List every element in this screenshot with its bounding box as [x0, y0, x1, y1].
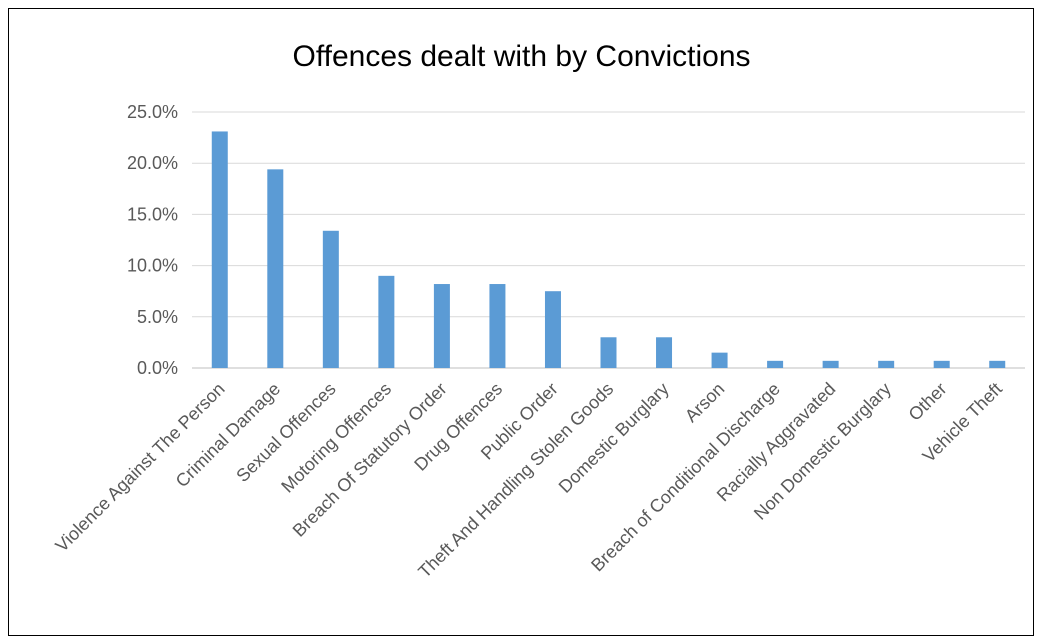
- bar: [933, 360, 950, 368]
- x-tick-label: Theft And Handling Stolen Goods: [414, 379, 617, 582]
- bar: [656, 337, 673, 368]
- y-tick-label: 15.0%: [127, 204, 178, 224]
- bar: [711, 352, 728, 368]
- bar: [767, 360, 784, 368]
- bar: [378, 275, 395, 368]
- y-tick-label: 10.0%: [127, 256, 178, 276]
- bar: [211, 131, 228, 368]
- x-tick-label: Arson: [681, 379, 728, 426]
- bar: [989, 360, 1006, 368]
- x-tick-label: Other: [905, 379, 951, 425]
- bar: [433, 284, 450, 368]
- y-tick-label: 25.0%: [127, 102, 178, 122]
- bar: [600, 337, 617, 368]
- chart-frame: [8, 8, 1034, 636]
- bar: [322, 230, 339, 368]
- bar: [489, 284, 506, 368]
- y-tick-label: 0.0%: [137, 358, 178, 378]
- chart-title: Offences dealt with by Convictions: [292, 40, 751, 73]
- y-tick-label: 5.0%: [137, 307, 178, 327]
- bar: [544, 291, 561, 368]
- x-tick-label: Domestic Burglary: [555, 379, 673, 497]
- x-tick-label: Criminal Damage: [172, 379, 284, 491]
- bar: [878, 360, 895, 368]
- y-tick-label: 20.0%: [127, 153, 178, 173]
- bar: [822, 360, 839, 368]
- x-tick-label: Sexual Offences: [232, 379, 339, 486]
- bar: [267, 169, 284, 368]
